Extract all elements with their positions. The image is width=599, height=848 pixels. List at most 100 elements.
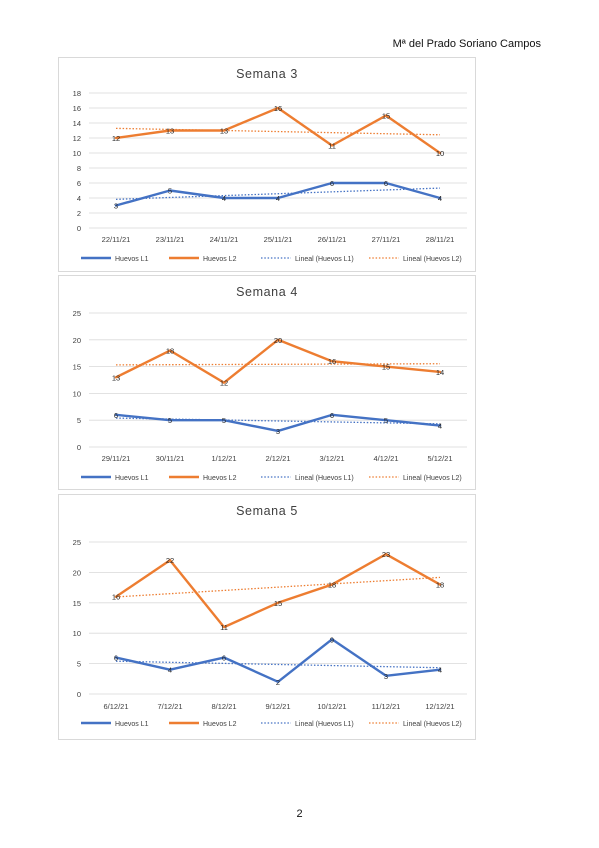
y-tick-label: 6 <box>77 179 81 188</box>
y-tick-label: 8 <box>77 164 81 173</box>
trendline-huevos-l2 <box>115 576 441 598</box>
data-label: 23 <box>382 550 390 559</box>
x-tick-label: 28/11/21 <box>426 235 455 244</box>
data-label: 3 <box>384 672 388 681</box>
data-label: 18 <box>328 581 336 590</box>
data-label: 16 <box>274 104 282 113</box>
data-label: 18 <box>166 347 174 356</box>
data-label: 14 <box>436 368 444 377</box>
line-chart-semana-4: Semana 4 0 5 10 15 20 25 29/11/21 30/11/21 1/12/2… <box>73 285 467 482</box>
x-tick-label: 7/12/21 <box>157 702 182 711</box>
data-label: 2 <box>276 678 280 687</box>
data-label: 16 <box>112 593 120 602</box>
data-label: 12 <box>112 134 120 143</box>
legend-label: Huevos L2 <box>203 256 237 263</box>
data-label: 4 <box>222 194 226 203</box>
legend-item-huevos-l1: Huevos L1 <box>81 475 149 482</box>
data-label: 5 <box>168 416 172 425</box>
legend-label: Lineal (Huevos L1) <box>295 721 354 728</box>
trendline-huevos-l1 <box>115 660 441 669</box>
legend-item-lineal-huevos-l1: Lineal (Huevos L1) <box>261 475 354 482</box>
y-tick-label: 0 <box>77 224 81 233</box>
legend-item-lineal-huevos-l1: Lineal (Huevos L1) <box>261 721 354 728</box>
data-label: 18 <box>436 581 444 590</box>
chart-title: Semana 3 <box>236 67 298 81</box>
y-tick-label: 25 <box>73 309 81 318</box>
data-label: 4 <box>168 666 172 675</box>
data-label: 4 <box>276 194 280 203</box>
series-line-huevos-l2 <box>114 552 442 629</box>
data-label: 13 <box>112 373 120 382</box>
legend-label: Lineal (Huevos L1) <box>295 256 354 263</box>
data-label: 6 <box>384 179 388 188</box>
data-label: 15 <box>382 112 390 121</box>
legend-label: Lineal (Huevos L1) <box>295 475 354 482</box>
legend-item-lineal-huevos-l2: Lineal (Huevos L2) <box>369 475 462 482</box>
data-label: 4 <box>438 422 442 431</box>
y-tick-label: 15 <box>73 599 81 608</box>
data-label: 12 <box>220 379 228 388</box>
data-label: 6 <box>330 179 334 188</box>
chart-title: Semana 4 <box>236 285 298 299</box>
x-tick-label: 25/11/21 <box>264 235 293 244</box>
x-tick-label: 30/11/21 <box>156 454 185 463</box>
legend-item-huevos-l1: Huevos L1 <box>81 721 149 728</box>
data-label: 15 <box>382 363 390 372</box>
trendline-huevos-l1 <box>115 187 441 200</box>
chart-panel-semana-4: Semana 4 0 5 10 15 20 25 29/11/21 30/11/21 1/12/2… <box>58 275 476 490</box>
y-tick-label: 12 <box>73 134 81 143</box>
y-tick-label: 2 <box>77 209 81 218</box>
x-tick-label: 27/11/21 <box>372 235 401 244</box>
y-tick-label: 5 <box>77 416 81 425</box>
data-label: 5 <box>168 187 172 196</box>
y-tick-label: 10 <box>73 149 81 158</box>
y-tick-label: 18 <box>73 89 81 98</box>
legend-label: Huevos L1 <box>115 475 149 482</box>
x-tick-label: 3/12/21 <box>319 454 344 463</box>
y-tick-label: 4 <box>77 194 81 203</box>
y-tick-label: 16 <box>73 104 81 113</box>
data-label: 15 <box>274 599 282 608</box>
data-label: 16 <box>328 357 336 366</box>
page-number: 2 <box>296 808 303 820</box>
legend-item-lineal-huevos-l1: Lineal (Huevos L1) <box>261 256 354 263</box>
x-tick-label: 5/12/21 <box>427 454 452 463</box>
x-tick-label: 22/11/21 <box>102 235 131 244</box>
legend-item-huevos-l2: Huevos L2 <box>169 256 237 263</box>
data-label: 11 <box>328 142 336 151</box>
data-label: 6 <box>330 411 334 420</box>
y-tick-label: 0 <box>77 443 81 452</box>
data-label: 6 <box>222 654 226 663</box>
series-line-huevos-l2 <box>114 338 442 384</box>
x-tick-label: 1/12/21 <box>211 454 236 463</box>
y-tick-label: 15 <box>73 363 81 372</box>
series-line-huevos-l1 <box>114 181 442 207</box>
legend-label: Huevos L2 <box>203 475 237 482</box>
y-tick-label: 25 <box>73 538 81 547</box>
data-label: 3 <box>276 427 280 436</box>
legend-item-lineal-huevos-l2: Lineal (Huevos L2) <box>369 256 462 263</box>
data-label: 5 <box>384 416 388 425</box>
y-tick-label: 20 <box>73 568 81 577</box>
series-line-huevos-l2 <box>114 106 442 155</box>
data-label: 3 <box>114 202 118 211</box>
legend-label: Huevos L1 <box>115 256 149 263</box>
legend-item-lineal-huevos-l2: Lineal (Huevos L2) <box>369 721 462 728</box>
data-label: 11 <box>220 623 228 632</box>
data-label: 13 <box>220 127 228 136</box>
x-tick-label: 11/12/21 <box>372 702 401 711</box>
data-label: 10 <box>436 149 444 158</box>
x-tick-label: 26/11/21 <box>318 235 347 244</box>
chart-panel-semana-3: Semana 3 0 2 4 6 8 10 12 14 16 18 22/11/21 23/11/21 2… <box>58 57 476 272</box>
x-tick-label: 24/11/21 <box>210 235 239 244</box>
x-tick-label: 6/12/21 <box>103 702 128 711</box>
x-tick-label: 10/12/21 <box>317 702 346 711</box>
x-tick-label: 12/12/21 <box>425 702 454 711</box>
legend-label: Huevos L2 <box>203 721 237 728</box>
legend-item-huevos-l2: Huevos L2 <box>169 475 237 482</box>
data-label: 6 <box>114 654 118 663</box>
data-label: 4 <box>438 666 442 675</box>
y-tick-label: 14 <box>73 119 81 128</box>
chart-panel-semana-5: Semana 5 0 5 10 15 20 25 6/12/21 7/12/21 8/12/21 9… <box>58 494 476 740</box>
x-tick-label: 23/11/21 <box>156 235 185 244</box>
